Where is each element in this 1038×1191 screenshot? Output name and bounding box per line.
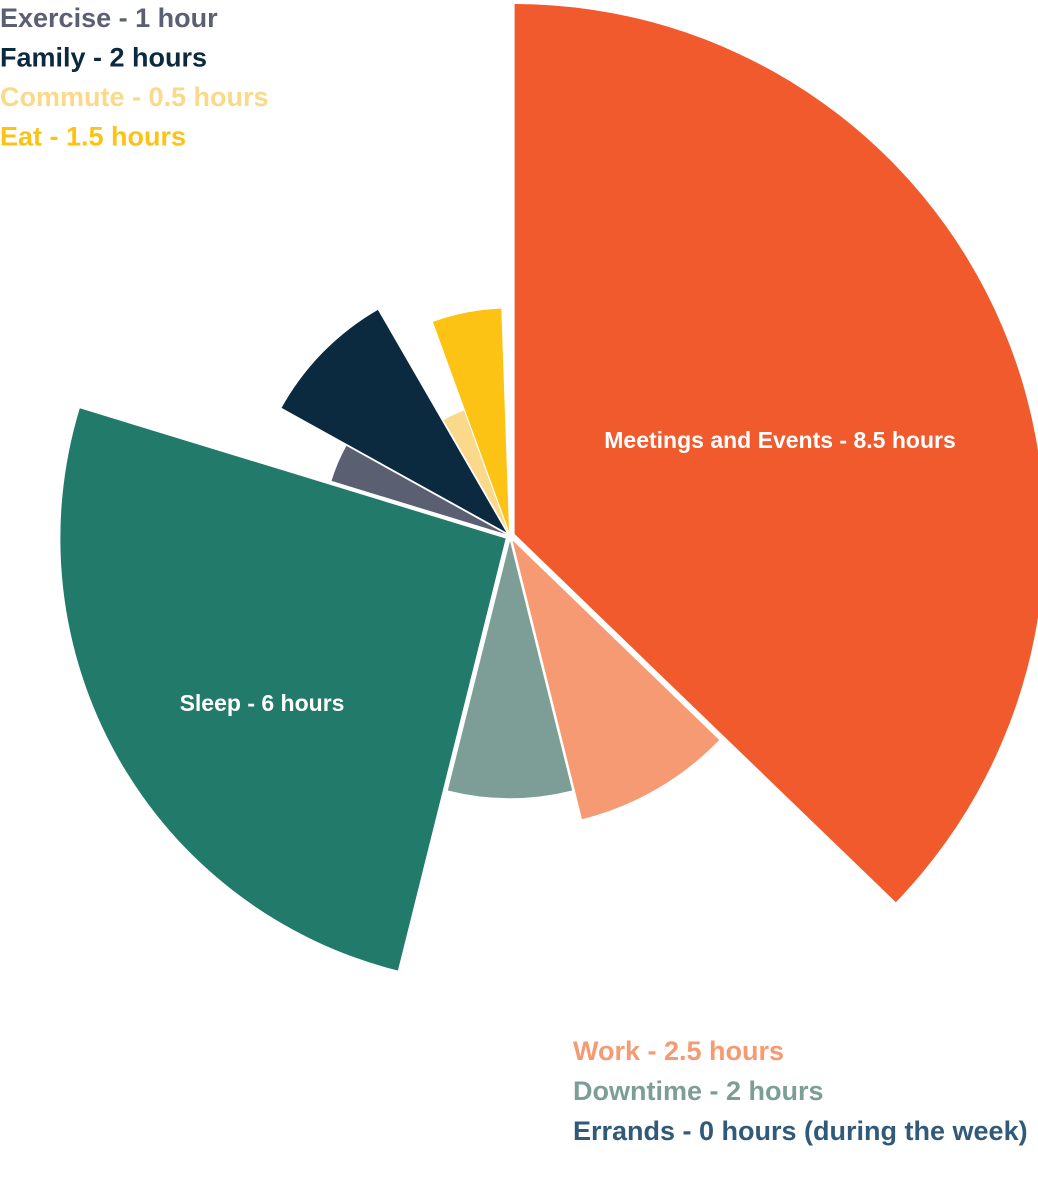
legend-entry: Work - 2.5 hours xyxy=(573,1036,784,1066)
slice-exercise xyxy=(331,445,506,535)
chart-slices xyxy=(60,4,1038,971)
slice-work xyxy=(512,540,720,820)
slice-downtime xyxy=(447,541,573,799)
slice-family xyxy=(281,309,507,533)
legend-entry: Eat - 1.5 hours xyxy=(0,122,186,152)
legend-entry: Commute - 0.5 hours xyxy=(0,82,269,112)
slice-eat xyxy=(432,308,510,532)
legend-entry: Downtime - 2 hours xyxy=(573,1076,824,1106)
slice-commute xyxy=(443,410,508,532)
legend-bottom-right: Work - 2.5 hours Downtime - 2 hours Errand… xyxy=(573,1036,1028,1146)
slice-labels: Meetings and Events - 8.5 hours Sleep - 6… xyxy=(180,427,956,716)
legend-top-left: Exercise - 1 hour Family - 2 hours Commute… xyxy=(0,3,269,152)
slice-meetings-and-events xyxy=(514,4,1038,903)
legend-entry: Exercise - 1 hour xyxy=(0,3,218,33)
legend-entry: Errands - 0 hours (during the week) xyxy=(573,1116,1028,1146)
slice-label-sleep: Sleep - 6 hours xyxy=(180,690,345,716)
slice-label-meetings-and-events: Meetings and Events - 8.5 hours xyxy=(604,427,955,453)
slice-sleep xyxy=(60,408,506,971)
legend-entry: Family - 2 hours xyxy=(0,43,207,73)
